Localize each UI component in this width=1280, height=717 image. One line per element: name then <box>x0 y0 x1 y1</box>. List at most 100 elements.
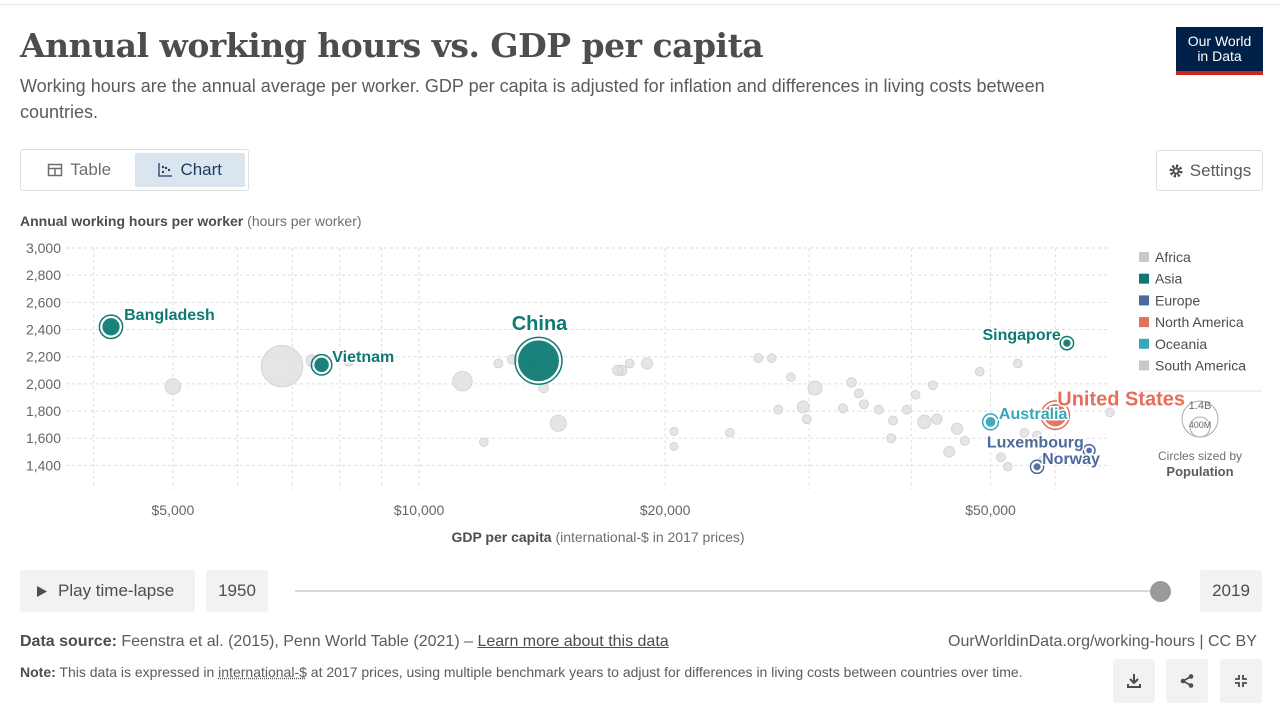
data-point <box>624 358 635 369</box>
tab-chart-label: Chart <box>180 160 223 179</box>
data-point <box>164 378 182 395</box>
point-label: Norway <box>1042 451 1100 468</box>
collapse-icon <box>1235 675 1247 687</box>
data-point <box>959 436 970 446</box>
y-tick-label: 1,400 <box>26 457 61 473</box>
chart-title: Annual working hours vs. GDP per capita <box>20 26 764 65</box>
size-legend-population: Population <box>1166 464 1233 479</box>
data-point <box>1003 462 1013 472</box>
logo-line-1: Our World <box>1187 33 1252 49</box>
data-point <box>853 388 864 399</box>
data-point-bangladesh <box>101 317 121 337</box>
data-point <box>343 355 355 367</box>
data-point <box>1032 430 1042 441</box>
data-point <box>725 428 735 438</box>
tab-table[interactable]: Table <box>24 153 135 187</box>
data-point <box>773 404 784 415</box>
x-tick-label: $50,000 <box>965 502 1016 518</box>
data-point <box>1105 407 1115 418</box>
data-point <box>260 345 304 388</box>
note-post: at 2017 prices, using multiple benchmark… <box>306 664 1023 680</box>
table-icon <box>48 163 63 177</box>
fullscreen-exit-button[interactable] <box>1220 659 1262 703</box>
data-point-ring <box>1040 400 1071 431</box>
download-button[interactable] <box>1113 659 1155 703</box>
international-dollar-link[interactable]: international-$ <box>218 664 307 680</box>
data-point <box>1013 358 1023 369</box>
point-label: Singapore <box>982 327 1060 344</box>
size-legend-large-label: 1.4B <box>1189 400 1212 412</box>
data-point <box>807 380 823 396</box>
play-timelapse-button[interactable]: Play time-lapse <box>20 570 195 612</box>
legend-label: Europe <box>1155 292 1200 308</box>
y-tick-label: 2,400 <box>26 322 61 338</box>
legend-swatch <box>1139 252 1149 262</box>
settings-label: Settings <box>1189 160 1252 180</box>
timeline-slider-handle[interactable] <box>1150 581 1171 602</box>
data-note: Note: This data is expressed in internat… <box>20 663 1030 681</box>
y-tick-label: 1,800 <box>26 403 61 419</box>
size-legend-small-circle <box>1189 416 1211 438</box>
settings-button[interactable]: Settings <box>1156 150 1263 191</box>
x-tick-label: $5,000 <box>152 502 195 518</box>
legend-swatch <box>1139 360 1149 371</box>
point-label: Luxembourg <box>987 434 1084 451</box>
scatter-chart: Annual working hours per worker (hours p… <box>20 213 1262 545</box>
data-point <box>888 415 898 426</box>
data-point <box>901 404 912 415</box>
y-tick-label: 3,000 <box>26 240 61 256</box>
data-point-ring <box>1082 443 1096 458</box>
data-point-ring <box>514 336 563 385</box>
data-point <box>766 353 777 363</box>
chart-subtitle: Working hours are the annual average per… <box>20 76 1045 122</box>
x-axis-title-unit: (international-$ in 2017 prices) <box>552 529 745 545</box>
y-tick-label: 1,600 <box>26 430 61 446</box>
data-point-united-states <box>1043 402 1068 428</box>
size-legend-caption: Circles sized by <box>1158 449 1242 463</box>
data-point <box>931 413 943 425</box>
timeline-start-year[interactable]: 1950 <box>206 570 268 612</box>
y-axis-title-main: Annual working hours per worker <box>20 213 244 229</box>
source-text: Feenstra et al. (2015), Penn World Table… <box>121 633 478 650</box>
data-point <box>917 414 932 430</box>
data-point <box>612 364 624 376</box>
data-point <box>910 389 921 400</box>
legend-label: North America <box>1155 314 1244 330</box>
timeline-slider-track[interactable] <box>295 590 1161 592</box>
share-button[interactable] <box>1166 659 1208 703</box>
data-point <box>943 446 955 458</box>
share-icon <box>1180 674 1194 688</box>
owid-logo[interactable]: Our World in Data <box>1176 27 1263 75</box>
chart-icon <box>158 163 173 177</box>
tab-table-label: Table <box>70 160 112 179</box>
data-point <box>846 377 857 388</box>
data-point <box>838 403 848 414</box>
timeline-end-year[interactable]: 2019 <box>1200 570 1262 612</box>
x-axis-title: GDP per capita (international-$ in 2017 … <box>451 529 744 545</box>
size-legend-small-label: 400M <box>1189 420 1212 430</box>
data-point <box>452 370 473 392</box>
data-point <box>873 404 884 415</box>
y-tick-label: 2,800 <box>26 267 61 283</box>
data-point <box>753 353 764 363</box>
source-url[interactable]: OurWorldinData.org/working-hours | CC BY <box>948 633 1257 650</box>
data-point <box>669 441 679 451</box>
gear-icon <box>1169 164 1183 177</box>
play-label: Play time-lapse <box>58 581 175 600</box>
data-point-china <box>517 339 560 383</box>
point-label: Bangladesh <box>124 307 215 324</box>
data-point <box>927 380 938 391</box>
play-icon <box>37 585 47 597</box>
data-point-ring <box>1029 459 1045 475</box>
tab-chart[interactable]: Chart <box>134 153 245 187</box>
learn-more-link[interactable]: Learn more about this data <box>477 633 669 650</box>
source-label: Data source: <box>20 633 117 650</box>
data-source: Data source: Feenstra et al. (2015), Pen… <box>20 633 669 651</box>
data-point <box>786 372 796 382</box>
data-point-norway <box>1032 462 1042 472</box>
data-point-vietnam <box>313 356 330 374</box>
data-point <box>640 357 653 370</box>
point-label: Vietnam <box>332 349 394 366</box>
data-point-ring <box>310 353 333 376</box>
top-divider <box>0 4 1280 5</box>
